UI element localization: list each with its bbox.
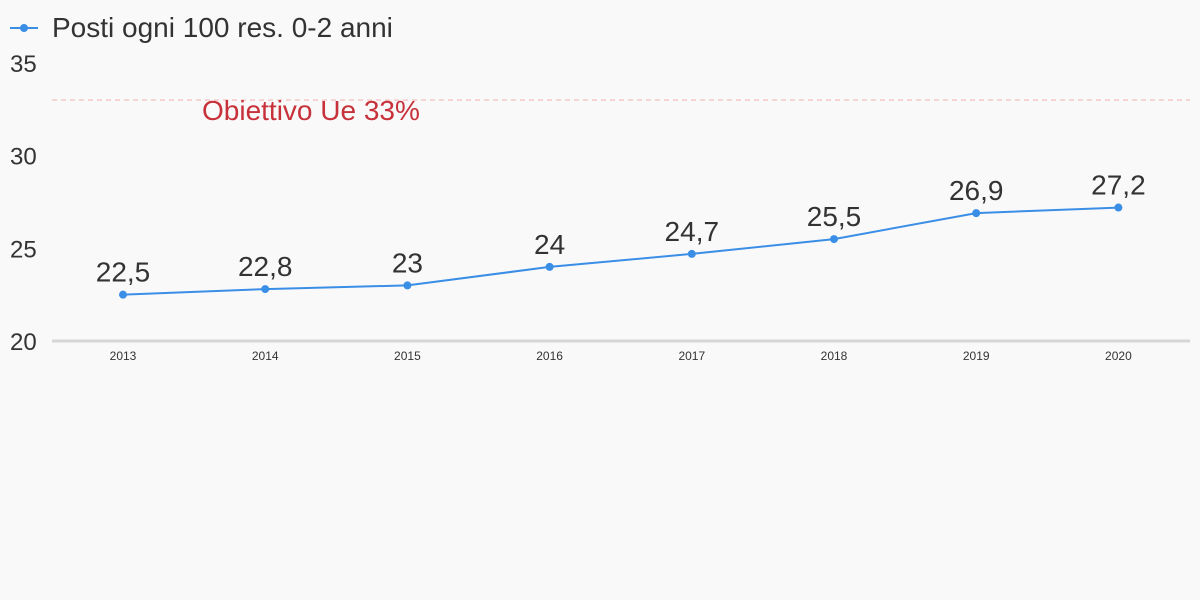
data-point-2017 <box>687 249 696 258</box>
data-point-2018 <box>830 235 838 244</box>
data-point-2014 <box>261 285 270 294</box>
data-label-2015: 23 <box>392 247 423 278</box>
data-label-2020: 27,2 <box>1091 170 1146 201</box>
x-tick-label-2014: 2014 <box>252 349 279 363</box>
data-label-2014: 22,8 <box>238 251 293 282</box>
data-label-2019: 26,9 <box>949 175 1004 206</box>
y-tick-label-20: 20 <box>10 329 37 356</box>
legend-dot-marker <box>20 24 28 32</box>
data-point-2020 <box>1114 203 1123 212</box>
annotations: Obiettivo Ue 33% <box>52 95 1190 126</box>
legend-series-label: Posti ogni 100 res. 0-2 anni <box>52 12 393 43</box>
x-tick-label-2017: 2017 <box>678 349 705 363</box>
series-layer: 22,5 22,8 23 24 24,7 25,5 26,9 27,2 <box>96 170 1146 299</box>
x-axis: 2013 2014 2015 2016 2017 2018 2019 2020 <box>52 339 1190 363</box>
data-point-2016 <box>545 262 554 271</box>
data-point-2019 <box>972 209 981 218</box>
x-tick-label-2016: 2016 <box>536 349 563 363</box>
y-tick-label-35: 35 <box>10 51 37 78</box>
data-label-2016: 24 <box>534 229 565 260</box>
x-tick-label-2019: 2019 <box>963 349 990 363</box>
y-tick-label-30: 30 <box>10 144 37 171</box>
data-label-2013: 22,5 <box>96 257 151 288</box>
data-point-2013 <box>119 290 127 299</box>
target-reference-label: Obiettivo Ue 33% <box>202 95 420 126</box>
x-tick-label-2013: 2013 <box>110 349 137 363</box>
data-label-2017: 24,7 <box>665 216 720 247</box>
y-tick-label-25: 25 <box>10 236 37 263</box>
x-tick-label-2015: 2015 <box>394 349 421 363</box>
data-point-2015 <box>403 281 412 290</box>
legend: Posti ogni 100 res. 0-2 anni <box>10 12 393 43</box>
data-label-2018: 25,5 <box>807 201 862 232</box>
y-axis: 20 25 30 35 <box>10 51 37 356</box>
series-line <box>122 206 1119 296</box>
x-tick-label-2020: 2020 <box>1105 349 1132 363</box>
x-tick-label-2018: 2018 <box>821 349 848 363</box>
